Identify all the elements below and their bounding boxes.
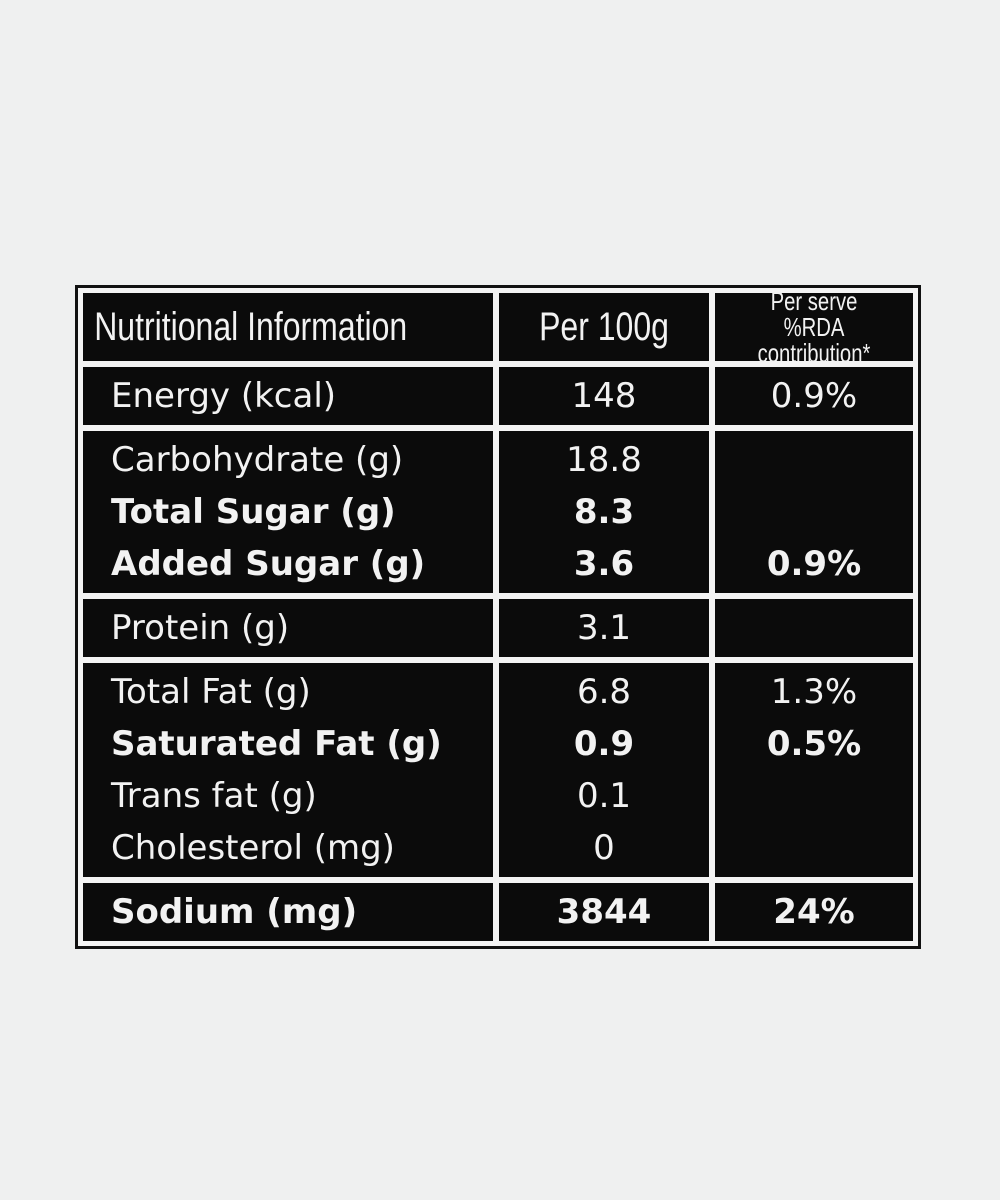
table-cell: 0.9%: [715, 367, 913, 425]
rda-text: [715, 602, 913, 654]
per100g-text: 18.8: [566, 440, 642, 480]
header-rda: Per serve %RDA contribution*: [757, 286, 871, 368]
per100g-text: 0.1: [576, 776, 632, 816]
label-text: Sodium (mg): [111, 892, 358, 932]
label-text: Cholesterol (mg): [111, 828, 395, 868]
nutrition-table: Nutritional Information Per 100g Per ser…: [75, 285, 921, 949]
rda-text: [715, 770, 913, 822]
per100g-text: 3844: [556, 892, 652, 932]
per100g-text: 148: [571, 376, 637, 416]
table-cell: 18.8 8.3 3.6: [499, 431, 709, 593]
rda-text: [715, 434, 913, 486]
table-cell: Protein (g): [83, 599, 493, 657]
rda-text: [715, 822, 913, 874]
table-cell: 6.8 0.9 0.1 0: [499, 663, 709, 877]
per100g-text: 3.1: [576, 608, 632, 648]
table-cell: Carbohydrate (g) Total Sugar (g) Added Sug…: [83, 431, 493, 593]
per100g-text: 0: [593, 828, 615, 868]
label-text: Trans fat (g): [111, 776, 317, 816]
rda-text: 1.3%: [770, 672, 858, 712]
rda-text: 0.9%: [766, 544, 862, 584]
header-cell: Nutritional Information: [83, 293, 493, 361]
label-text: Total Sugar (g): [111, 492, 396, 532]
per100g-text: 6.8: [576, 672, 632, 712]
label-text: Protein (g): [111, 608, 290, 648]
per100g-text: 0.9: [573, 724, 635, 764]
table-cell: 24%: [715, 883, 913, 941]
table-cell: [715, 599, 913, 657]
per100g-text: 8.3: [573, 492, 635, 532]
table-cell: Energy (kcal): [83, 367, 493, 425]
table-cell: Total Fat (g) Saturated Fat (g) Trans fat …: [83, 663, 493, 877]
table-cell: Sodium (mg): [83, 883, 493, 941]
label-text: Energy (kcal): [111, 376, 337, 416]
label-text: Total Fat (g): [111, 672, 311, 712]
header-nutrient: Nutritional Information: [94, 304, 408, 349]
header-per100g: Per 100g: [539, 304, 669, 349]
label-text: Saturated Fat (g): [111, 724, 442, 764]
table-cell: 1.3% 0.5%: [715, 663, 913, 877]
header-cell: Per 100g: [499, 293, 709, 361]
table-cell: 0.9%: [715, 431, 913, 593]
label-text: Carbohydrate (g): [111, 440, 404, 480]
rda-text: [715, 486, 913, 538]
label-text: Added Sugar (g): [111, 544, 426, 584]
table-cell: 148: [499, 367, 709, 425]
rda-text: 24%: [773, 892, 855, 932]
table-cell: 3844: [499, 883, 709, 941]
per100g-text: 3.6: [573, 544, 635, 584]
table-cell: 3.1: [499, 599, 709, 657]
rda-text: 0.9%: [770, 376, 858, 416]
header-cell: Per serve %RDA contribution*: [715, 288, 913, 366]
rda-text: 0.5%: [766, 724, 862, 764]
